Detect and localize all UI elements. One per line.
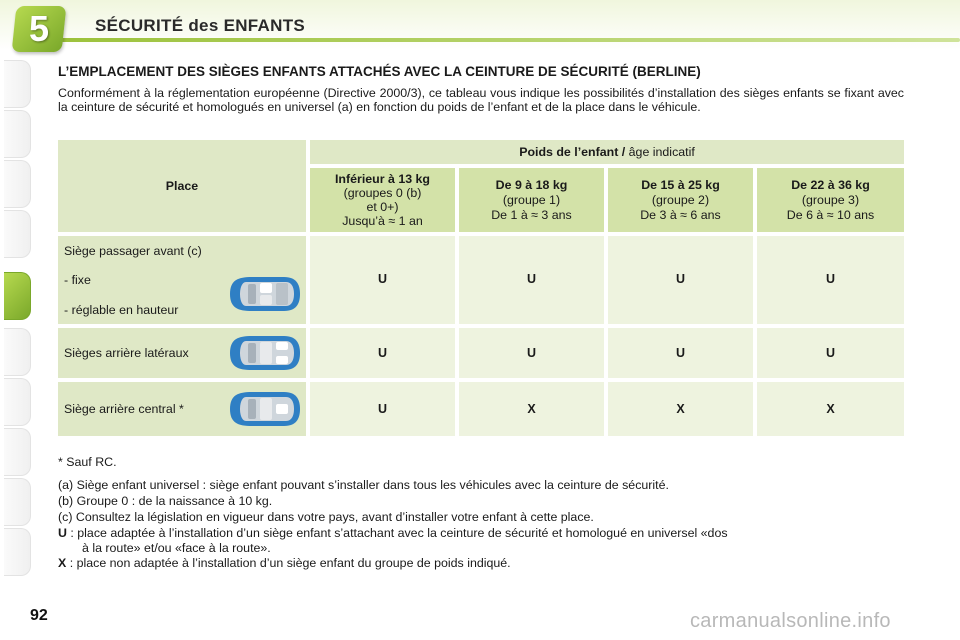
cell-rear-outer-g3: U [757, 328, 904, 378]
cell-rear-center-g1: X [459, 382, 604, 436]
legend-x-text: : place non adaptée à l’installation d’u… [66, 556, 511, 570]
legend-x: X : place non adaptée à l’installation d… [58, 556, 511, 571]
chapter-title: SÉCURITÉ des ENFANTS [95, 16, 306, 35]
column-subline: Jusqu’à ≈ 1 an [342, 214, 423, 228]
suitability-mark: X [676, 402, 685, 416]
column-subline: (groupes 0 (b) [343, 186, 422, 200]
side-tab-6[interactable] [4, 328, 31, 376]
column-subline: De 6 à ≈ 10 ans [786, 208, 875, 222]
weight-header-sublabel: âge indicatif [625, 145, 695, 159]
cell-front-g2: U [608, 236, 753, 324]
column-header-group-2: De 15 à 25 kg (groupe 2) De 3 à ≈ 6 ans [608, 168, 753, 232]
side-tab-5-active[interactable] [4, 272, 31, 320]
weight-header: Poids de l’enfant / âge indicatif [310, 140, 904, 164]
side-tab-8[interactable] [4, 428, 31, 476]
row-label-line: Siège arrière central * [64, 402, 184, 416]
suitability-mark: X [527, 402, 536, 416]
suitability-mark: U [526, 346, 537, 360]
column-title: Inférieur à 13 kg [334, 172, 431, 186]
intro-paragraph: Conformément à la réglementation europée… [58, 86, 904, 114]
row-label-front-passenger: Siège passager avant (c) - fixe - réglab… [58, 236, 306, 324]
chapter-side-tabs [0, 60, 34, 580]
car-seat-diagram-icon [230, 392, 300, 426]
header-rule [60, 38, 960, 42]
suitability-mark: U [526, 272, 537, 286]
weight-header-label: Poids de l’enfant / [519, 145, 626, 159]
column-header-group-1: De 9 à 18 kg (groupe 1) De 1 à ≈ 3 ans [459, 168, 604, 232]
legend-x-key: X [58, 556, 67, 570]
side-tab-2[interactable] [4, 110, 31, 158]
watermark: carmanualsonline.info [690, 610, 891, 632]
column-header-group-0: Inférieur à 13 kg (groupes 0 (b) et 0+) … [310, 168, 455, 232]
suitability-mark: U [377, 346, 388, 360]
column-subline: et 0+) [366, 200, 399, 214]
legend-u-key: U [58, 526, 67, 540]
suitability-mark: U [675, 272, 686, 286]
cell-front-g0: U [310, 236, 455, 324]
suitability-mark: U [825, 346, 836, 360]
cell-rear-outer-g0: U [310, 328, 455, 378]
side-tab-4[interactable] [4, 210, 31, 258]
column-subline: De 1 à ≈ 3 ans [491, 208, 572, 222]
row-label-rear-center: Siège arrière central * [58, 382, 306, 436]
suitability-mark: U [825, 272, 836, 286]
side-tab-7[interactable] [4, 378, 31, 426]
row-label-line: Sièges arrière latéraux [64, 346, 189, 360]
column-title: De 15 à 25 kg [641, 178, 720, 192]
cell-rear-center-g3: X [757, 382, 904, 436]
legend-u-text: : place adaptée à l’installation d’un si… [66, 526, 728, 540]
chapter-number: 5 [28, 8, 50, 49]
cell-rear-outer-g1: U [459, 328, 604, 378]
column-header-group-3: De 22 à 36 kg (groupe 3) De 6 à ≈ 10 ans [757, 168, 904, 232]
section-title: L’EMPLACEMENT DES SIÈGES ENFANTS ATTACHÉ… [58, 64, 701, 79]
row-label-line: - réglable en hauteur [64, 303, 179, 317]
footnote-asterisk: * Sauf RC. [58, 455, 117, 469]
row-label-rear-outer: Sièges arrière latéraux [58, 328, 306, 378]
legend-u: U : place adaptée à l’installation d’un … [58, 526, 904, 541]
footnote-a: (a) Siège enfant universel : siège enfan… [58, 478, 669, 492]
cell-rear-center-g0: U [310, 382, 455, 436]
side-tab-10[interactable] [4, 528, 31, 576]
car-seat-diagram-icon [230, 336, 300, 370]
suitability-mark: X [826, 402, 835, 416]
footnote-b: (b) Groupe 0 : de la naissance à 10 kg. [58, 494, 273, 508]
column-subline: (groupe 3) [801, 193, 860, 207]
row-label-line: - fixe [64, 273, 91, 287]
side-tab-1[interactable] [4, 60, 31, 108]
footnote-c: (c) Consultez la législation en vigueur … [58, 510, 594, 524]
side-tab-9[interactable] [4, 478, 31, 526]
suitability-mark: U [377, 402, 388, 416]
column-title: De 9 à 18 kg [495, 178, 568, 192]
cell-rear-outer-g2: U [608, 328, 753, 378]
car-seat-diagram-icon [230, 277, 300, 311]
cell-front-g3: U [757, 236, 904, 324]
column-subline: (groupe 2) [651, 193, 710, 207]
cell-front-g1: U [459, 236, 604, 324]
column-subline: (groupe 1) [502, 193, 561, 207]
legend-u-continued: à la route» et/ou «face à la route». [82, 541, 271, 555]
page-number: 92 [30, 607, 48, 624]
place-header: Place [58, 140, 306, 232]
row-label-line: Siège passager avant (c) [64, 244, 202, 258]
column-title: De 22 à 36 kg [791, 178, 870, 192]
cell-rear-center-g2: X [608, 382, 753, 436]
side-tab-3[interactable] [4, 160, 31, 208]
suitability-mark: U [675, 346, 686, 360]
column-subline: De 3 à ≈ 6 ans [640, 208, 721, 222]
suitability-mark: U [377, 272, 388, 286]
